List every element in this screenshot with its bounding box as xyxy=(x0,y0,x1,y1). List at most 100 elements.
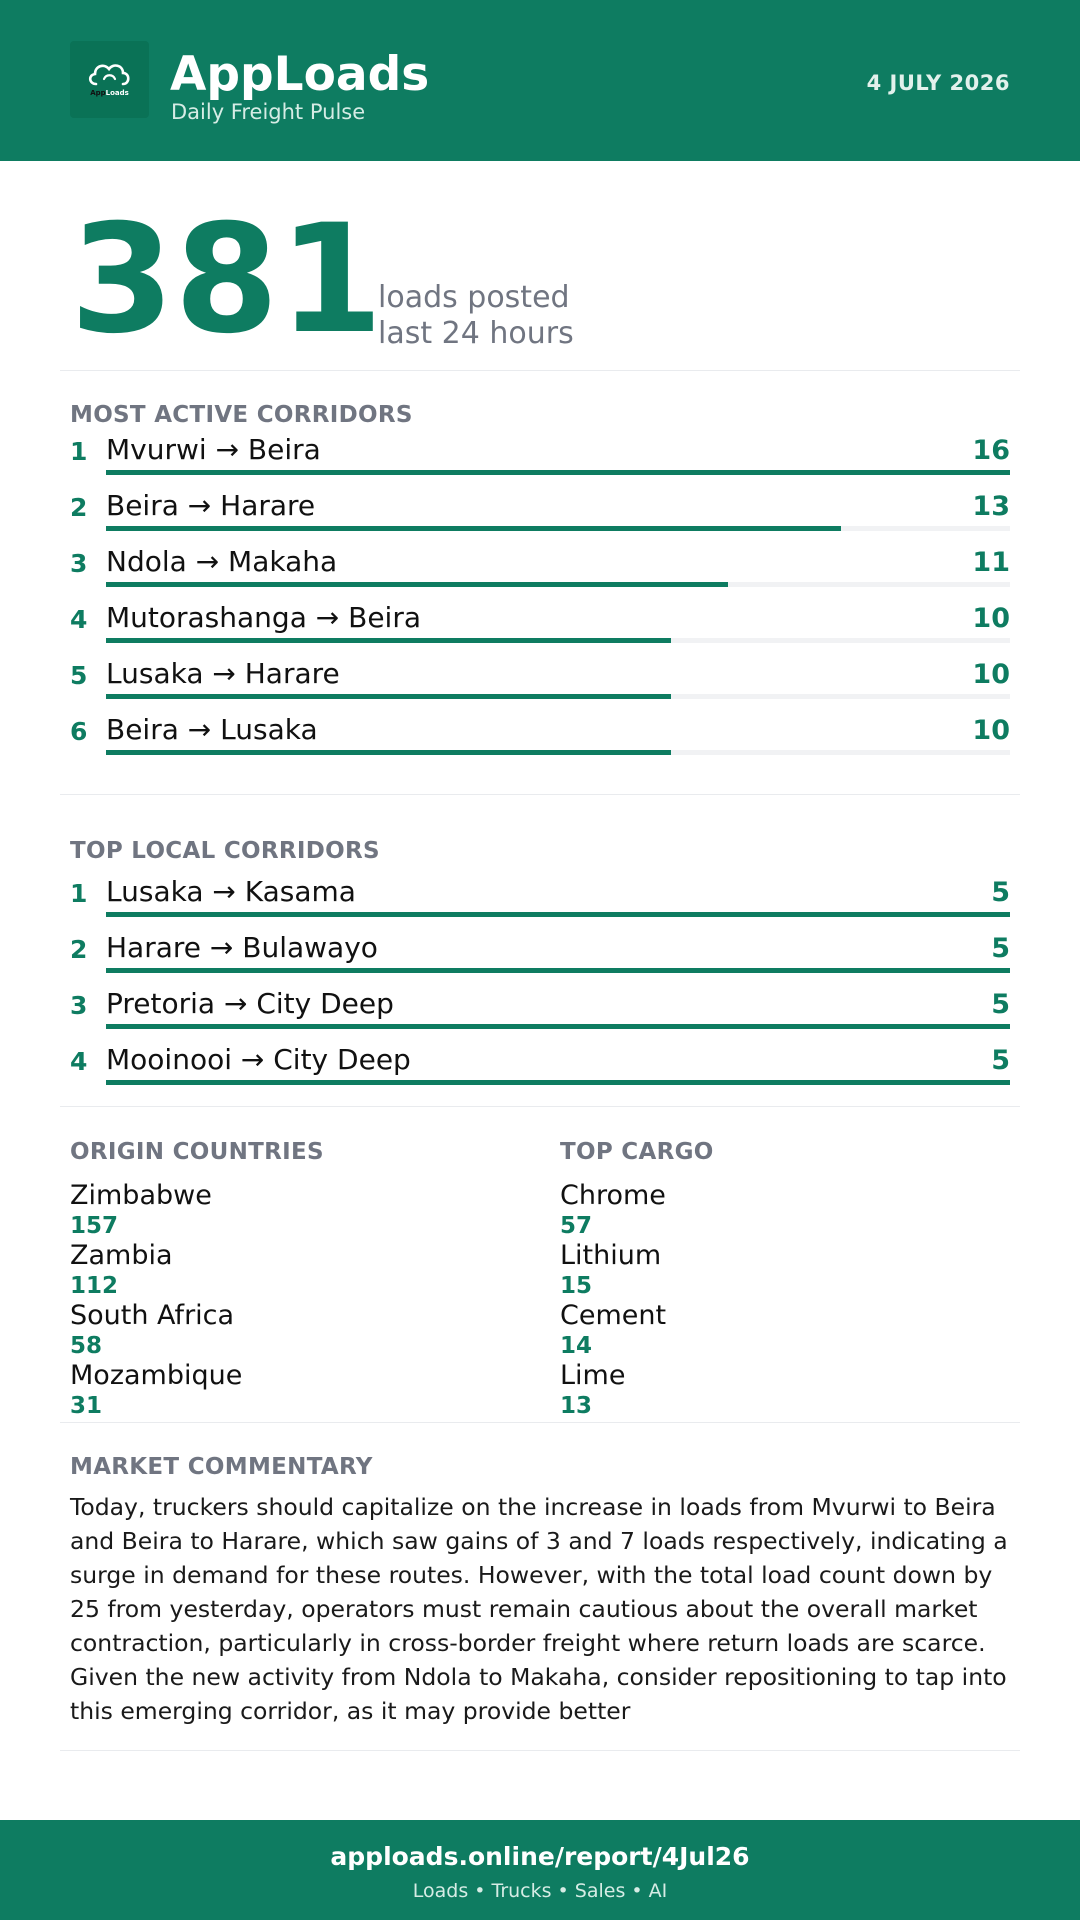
corridor-count: 5 xyxy=(991,933,1010,964)
cargo-type-name: Chrome xyxy=(560,1180,666,1211)
local-corridor-row: 1 Lusaka → Kasama 5 xyxy=(70,875,1010,931)
cargo-type-value: 57 xyxy=(560,1213,593,1239)
section-divider xyxy=(60,370,1020,371)
loads-posted-count: 381 xyxy=(70,193,384,367)
corridor-bar-fill xyxy=(106,1024,1010,1029)
origin-country-value: 112 xyxy=(70,1273,119,1299)
local-corridor-row: 3 Pretoria → City Deep 5 xyxy=(70,987,1010,1043)
report-link[interactable]: apploads.online/report/4Jul26 xyxy=(330,1842,750,1871)
origin-country-name: Zambia xyxy=(70,1240,173,1271)
corridor-bar-track xyxy=(106,694,1010,699)
corridor-count: 11 xyxy=(972,547,1010,578)
corridor-bar-track xyxy=(106,1080,1010,1085)
corridor-count: 5 xyxy=(991,989,1010,1020)
section-divider xyxy=(60,1106,1020,1107)
cargo-type-name: Lithium xyxy=(560,1240,662,1271)
corridor-rank: 1 xyxy=(70,437,88,466)
corridor-route: Ndola → Makaha xyxy=(106,545,338,578)
origin-countries-panel: ORIGIN COUNTRIES Zimbabwe 157 Zambia 112 Sou… xyxy=(70,1136,490,1420)
corridor-count: 5 xyxy=(991,877,1010,908)
corridor-bar-fill xyxy=(106,694,671,699)
corridor-rank: 3 xyxy=(70,991,88,1020)
active-corridor-row: 1 Mvurwi → Beira 16 xyxy=(70,433,1010,489)
corridor-bar-fill xyxy=(106,750,671,755)
cloud-icon xyxy=(88,64,130,86)
corridor-route: Mooinooi → City Deep xyxy=(106,1043,411,1076)
corridor-bar-fill xyxy=(106,582,728,587)
corridor-count: 10 xyxy=(972,659,1010,690)
active-corridor-row: 4 Mutorashanga → Beira 10 xyxy=(70,601,1010,657)
origin-country-value: 58 xyxy=(70,1333,103,1359)
corridor-rank: 3 xyxy=(70,549,88,578)
local-corridor-row: 4 Mooinooi → City Deep 5 xyxy=(70,1043,1010,1099)
app-subtitle: Daily Freight Pulse xyxy=(171,100,366,124)
header-bar: AppLoads AppLoads Daily Freight Pulse 4 … xyxy=(0,0,1080,161)
section-divider xyxy=(60,794,1020,795)
corridor-rank: 4 xyxy=(70,1047,88,1076)
corridor-bar-fill xyxy=(106,638,671,643)
corridor-count: 16 xyxy=(972,435,1010,466)
corridor-bar-track xyxy=(106,638,1010,643)
corridor-rank: 5 xyxy=(70,661,88,690)
corridor-bar-track xyxy=(106,1024,1010,1029)
local-corridor-row: 2 Harare → Bulawayo 5 xyxy=(70,931,1010,987)
market-commentary-title: MARKET COMMENTARY xyxy=(70,1454,373,1480)
corridor-route: Beira → Lusaka xyxy=(106,713,318,746)
corridor-bar-fill xyxy=(106,1080,1010,1085)
origin-countries-title: ORIGIN COUNTRIES xyxy=(70,1139,324,1165)
corridor-bar-track xyxy=(106,526,1010,531)
corridor-route: Mutorashanga → Beira xyxy=(106,601,421,634)
cargo-type-value: 15 xyxy=(560,1273,593,1299)
corridor-bar-track xyxy=(106,470,1010,475)
corridor-route: Lusaka → Harare xyxy=(106,657,340,690)
corridor-bar-track xyxy=(106,968,1010,973)
corridor-bar-track xyxy=(106,912,1010,917)
corridor-bar-track xyxy=(106,582,1010,587)
corridor-route: Harare → Bulawayo xyxy=(106,931,378,964)
corridor-bar-fill xyxy=(106,526,841,531)
cargo-type-name: Cement xyxy=(560,1300,667,1331)
corridor-route: Lusaka → Kasama xyxy=(106,875,356,908)
cargo-type-name: Lime xyxy=(560,1360,626,1391)
corridor-bar-track xyxy=(106,750,1010,755)
section-divider xyxy=(60,1750,1020,1751)
local-corridors-title: TOP LOCAL CORRIDORS xyxy=(70,838,380,864)
section-divider xyxy=(60,1422,1020,1423)
corridor-rank: 2 xyxy=(70,935,88,964)
corridor-bar-fill xyxy=(106,912,1010,917)
origin-country-value: 157 xyxy=(70,1213,119,1239)
footer-bar: apploads.online/report/4Jul26 Loads • Tr… xyxy=(0,1820,1080,1920)
active-corridor-row: 2 Beira → Harare 13 xyxy=(70,489,1010,545)
active-corridor-row: 3 Ndola → Makaha 11 xyxy=(70,545,1010,601)
corridor-bar-fill xyxy=(106,470,1010,475)
corridor-count: 5 xyxy=(991,1045,1010,1076)
origin-country-name: Zimbabwe xyxy=(70,1180,212,1211)
cargo-type-value: 14 xyxy=(560,1333,593,1359)
origin-country-value: 31 xyxy=(70,1393,103,1419)
loads-posted-label: loads posted last 24 hours xyxy=(378,280,574,351)
corridor-count: 13 xyxy=(972,491,1010,522)
cargo-type-value: 13 xyxy=(560,1393,593,1419)
origin-country-name: South Africa xyxy=(70,1300,235,1331)
corridor-count: 10 xyxy=(972,603,1010,634)
corridor-rank: 4 xyxy=(70,605,88,634)
app-name: AppLoads xyxy=(170,47,430,102)
footer-tagline: Loads • Trucks • Sales • AI xyxy=(412,1880,668,1902)
corridor-count: 10 xyxy=(972,715,1010,746)
corridor-route: Mvurwi → Beira xyxy=(106,433,321,466)
active-corridor-row: 5 Lusaka → Harare 10 xyxy=(70,657,1010,713)
active-corridors-title: MOST ACTIVE CORRIDORS xyxy=(70,402,413,428)
corridor-rank: 2 xyxy=(70,493,88,522)
logo-wordmark: AppLoads xyxy=(90,89,129,97)
corridor-route: Beira → Harare xyxy=(106,489,316,522)
corridor-route: Pretoria → City Deep xyxy=(106,987,394,1020)
corridor-bar-fill xyxy=(106,968,1010,973)
report-date: 4 JULY 2026 xyxy=(866,71,1010,95)
market-commentary-text: Today, truckers should capitalize on the… xyxy=(70,1493,1008,1725)
origin-country-name: Mozambique xyxy=(70,1360,243,1391)
corridor-rank: 6 xyxy=(70,717,88,746)
top-cargo-panel: TOP CARGO Chrome 57 Lithium 15 Cement 14 Lime 1… xyxy=(560,1136,980,1420)
top-cargo-title: TOP CARGO xyxy=(560,1139,714,1165)
app-logo: AppLoads xyxy=(70,41,149,118)
active-corridor-row: 6 Beira → Lusaka 10 xyxy=(70,713,1010,769)
